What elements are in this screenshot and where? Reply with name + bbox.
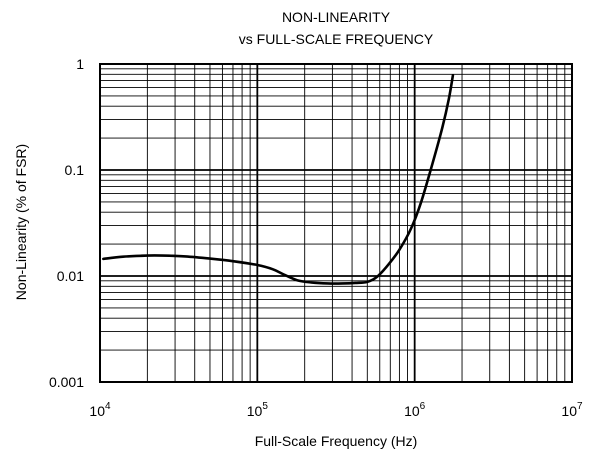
x-tick-label: 104 [89, 401, 111, 419]
series-layer [102, 74, 455, 285]
y-tick-label: 1 [76, 56, 84, 72]
y-tick-label: 0.01 [57, 268, 84, 284]
grid [100, 64, 572, 382]
x-axis-label: Full-Scale Frequency (Hz) [255, 433, 418, 449]
chart-title-line-1: NON-LINEARITY [282, 9, 391, 25]
chart-title-line-2: vs FULL-SCALE FREQUENCY [239, 31, 434, 47]
y-tick-labels: 1 0.1 0.01 0.001 [49, 56, 84, 390]
y-tick-label: 0.1 [65, 162, 85, 178]
x-tick-label: 105 [247, 401, 269, 419]
x-tick-label: 107 [561, 401, 583, 419]
x-tick-labels: 104 105 106 107 [89, 401, 583, 419]
chart-title: NON-LINEARITY vs FULL-SCALE FREQUENCY [239, 9, 434, 47]
y-tick-label: 0.001 [49, 374, 84, 390]
y-axis-label: Non-Linearity (% of FSR) [13, 144, 29, 300]
series-line [102, 74, 455, 285]
x-tick-label: 106 [404, 401, 426, 419]
plot-border [99, 63, 573, 383]
plot-frame [99, 63, 573, 383]
